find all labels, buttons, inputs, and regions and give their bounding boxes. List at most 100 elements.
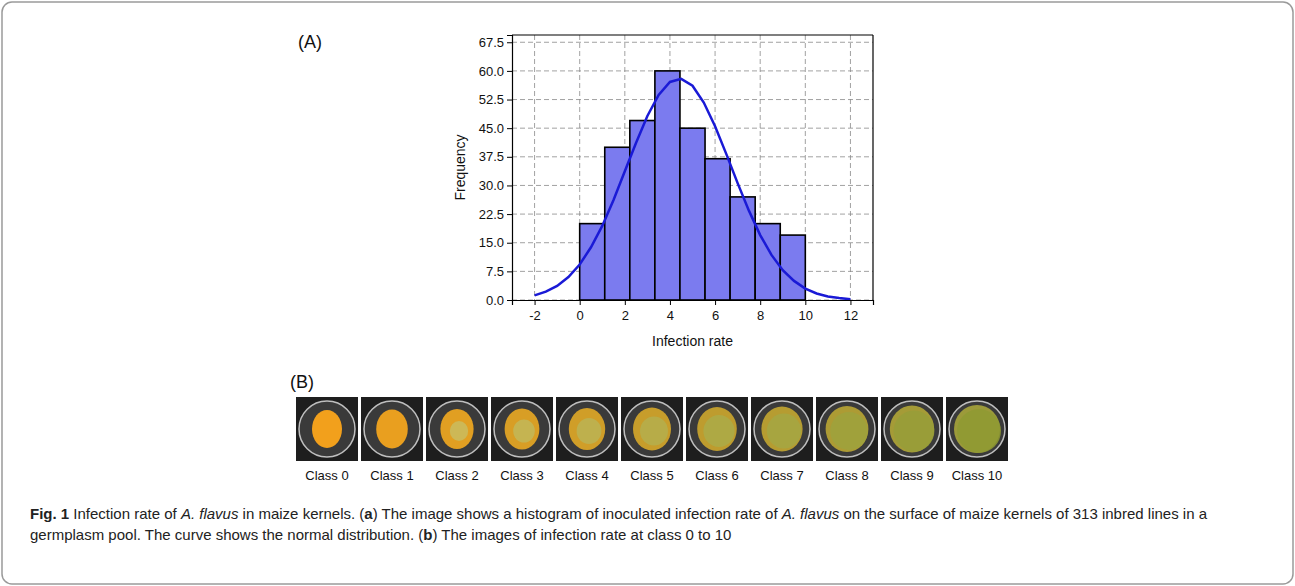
image-background (491, 397, 553, 461)
y-tick: 0.0 (486, 293, 512, 308)
kernel-image (751, 397, 813, 461)
y-tick: 15.0 (479, 235, 512, 250)
x-tick-label: 8 (757, 308, 764, 323)
mold (703, 415, 734, 447)
y-tick: 67.5 (479, 35, 512, 50)
y-tick-label: 7.5 (486, 264, 504, 279)
caption-run: b (423, 526, 432, 543)
x-tick-label: 4 (667, 308, 674, 323)
well (624, 401, 680, 457)
x-tick: 10 (799, 300, 813, 323)
grid-line-x (850, 35, 851, 300)
x-tick: 8 (757, 300, 764, 323)
mold (957, 409, 1001, 453)
image-background (686, 397, 748, 461)
y-tick-mark (507, 243, 512, 244)
caption-run: ) The images of infection rate at class … (432, 526, 731, 543)
x-tick: 2 (622, 300, 629, 323)
grid (512, 35, 873, 300)
class-label: Class 2 (435, 468, 478, 483)
class-label: Class 3 (500, 468, 543, 483)
grid-line-y (512, 42, 873, 43)
kernel (826, 406, 869, 452)
histogram-bar (580, 224, 605, 300)
kernel (697, 407, 737, 451)
x-tick-mark (580, 300, 581, 305)
well (429, 401, 485, 457)
x-tick-mark (850, 300, 851, 305)
image-background (556, 397, 618, 461)
grid-line-y (512, 70, 873, 71)
caption-run: Fig. 1 (30, 505, 69, 522)
y-tick: 30.0 (479, 178, 512, 193)
image-background (816, 397, 878, 461)
kernel-image (816, 397, 878, 461)
x-tick: 0 (577, 300, 584, 323)
well (884, 401, 940, 457)
x-tick-label: 2 (622, 308, 629, 323)
axis-line (507, 36, 513, 301)
y-tick-label: 60.0 (479, 64, 504, 79)
class-label: Class 1 (370, 468, 413, 483)
y-tick-label: 52.5 (479, 92, 504, 107)
mold (894, 411, 935, 452)
plot-frame (872, 35, 873, 300)
x-axis-title: Infection rate (652, 333, 733, 349)
well (689, 401, 745, 457)
class-label: Class 7 (760, 468, 803, 483)
y-tick-mark (507, 300, 512, 301)
caption-run: ) The image shows a histogram of inocula… (373, 505, 782, 522)
kernel-image (556, 397, 618, 461)
x-tick-mark (760, 300, 761, 305)
y-tick-mark (507, 271, 512, 272)
x-tick-mark (715, 300, 716, 305)
y-tick: 22.5 (479, 207, 512, 222)
kernel (761, 407, 802, 452)
kernel-image (686, 397, 748, 461)
y-tick-label: 22.5 (479, 207, 504, 222)
class-label: Class 6 (695, 468, 738, 483)
y-axis: 0.07.515.022.530.037.545.052.560.067.5 (479, 35, 513, 308)
image-background (621, 397, 683, 461)
y-tick-mark (507, 185, 512, 186)
panel-label: (B) (290, 372, 314, 392)
image-background (881, 397, 943, 461)
histogram-bar (730, 197, 755, 300)
y-tick-label: 67.5 (479, 35, 504, 50)
class-label: Class 5 (630, 468, 673, 483)
class-label: Class 8 (825, 468, 868, 483)
plot-frame (512, 34, 873, 35)
x-tick: 6 (712, 300, 719, 323)
y-tick: 60.0 (479, 64, 512, 79)
kernel (633, 408, 671, 451)
well (754, 401, 810, 457)
class-label: Class 0 (305, 468, 348, 483)
y-tick: 45.0 (479, 121, 512, 136)
mold (577, 418, 602, 444)
kernel-image (426, 397, 488, 461)
y-tick-mark (507, 42, 512, 43)
image-background (751, 397, 813, 461)
mold (830, 412, 868, 450)
kernel-image (296, 397, 358, 461)
x-tick-label: 0 (577, 308, 584, 323)
axis-line (513, 301, 874, 306)
image-background (361, 397, 423, 461)
kernel-image (361, 397, 423, 461)
y-tick-mark (507, 100, 512, 101)
y-tick-mark (507, 128, 512, 129)
image-background (946, 397, 1008, 461)
histogram-bar (780, 235, 805, 300)
y-tick-label: 45.0 (479, 121, 504, 136)
mold (767, 414, 801, 449)
caption-run: in maize kernels. ( (238, 505, 364, 522)
well (949, 401, 1005, 457)
kernel-image (621, 397, 683, 461)
x-tick: 12 (844, 300, 858, 323)
kernel-image (491, 397, 553, 461)
normal-curve (535, 79, 851, 299)
image-background (296, 397, 358, 461)
mold (513, 420, 535, 443)
grid-line-y (512, 99, 873, 100)
x-axis: -2024681012 (513, 300, 874, 323)
